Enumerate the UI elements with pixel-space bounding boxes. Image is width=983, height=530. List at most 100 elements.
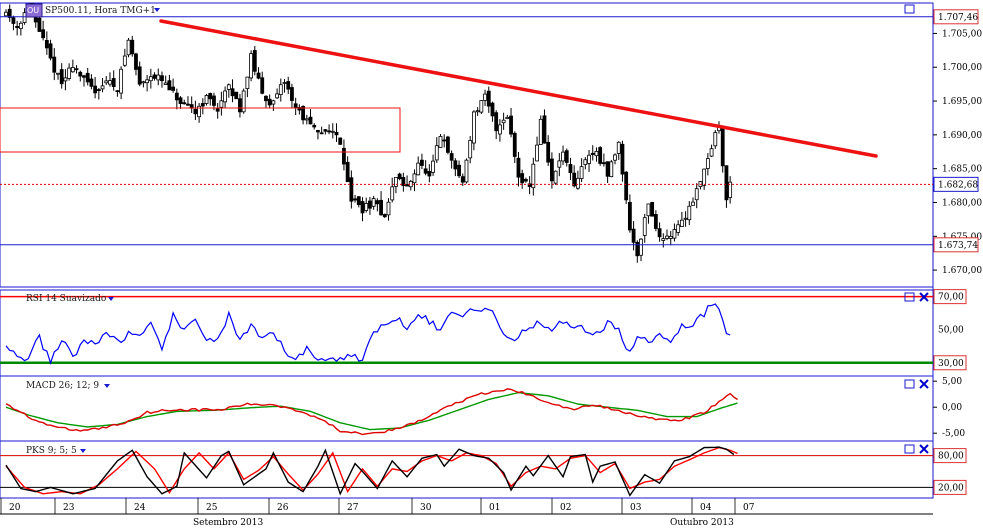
close-icon[interactable] [919, 379, 929, 389]
candle-body [15, 25, 20, 29]
day-label: 07 [743, 503, 755, 513]
macd-line [5, 388, 738, 436]
candle-body [709, 148, 714, 157]
candle-body [264, 95, 268, 102]
candle-body [323, 129, 328, 132]
triangle-down-icon[interactable] [154, 8, 160, 12]
rsi-level-box [933, 355, 967, 371]
candle-body [498, 124, 502, 135]
rsi-tick-label: 30,00 [938, 359, 964, 369]
triangle-down-icon[interactable] [108, 297, 114, 301]
candle-body [639, 238, 643, 256]
candle-body [587, 154, 591, 164]
candle-body [171, 86, 176, 91]
candle-body [494, 112, 499, 132]
macd-title[interactable]: MACD 26; 12; 9 [26, 381, 99, 391]
candles-layer [4, 2, 733, 263]
trendline[interactable] [159, 19, 878, 158]
candle-body [223, 90, 228, 103]
candle-body [501, 119, 506, 124]
candle-body [4, 11, 8, 17]
candle-body [219, 100, 224, 108]
candle-body [661, 238, 666, 241]
candle-body [449, 153, 454, 161]
day-label: 01 [489, 503, 500, 513]
candle-body [397, 173, 402, 180]
candle-body [293, 103, 298, 109]
candle-body [594, 151, 599, 157]
candle-body [427, 171, 432, 177]
rsi-panel: RSI 14 Suavizado 70,00 50,00 30,00 [0, 289, 967, 377]
candle-body [249, 53, 253, 79]
candle-body [672, 229, 677, 239]
candle-body [728, 181, 733, 198]
candle-body [338, 137, 343, 145]
candle-body [85, 72, 90, 83]
rsi-title[interactable]: RSI 14 Suavizado [26, 294, 106, 304]
month-label-october: Outubro 2013 [670, 518, 734, 528]
candle-body [178, 97, 183, 104]
square-icon[interactable] [904, 292, 915, 302]
candle-body [650, 202, 655, 217]
candle-body [104, 80, 109, 84]
candle-body [256, 72, 261, 79]
pks-axis: 80,00 20,00 [933, 448, 967, 495]
square-icon[interactable] [904, 379, 915, 389]
level-label-bottom: 1.673,74 [933, 237, 979, 253]
candle-body [137, 66, 142, 85]
candle-body [394, 177, 398, 187]
triangle-down-icon[interactable] [104, 384, 110, 388]
candle-body [371, 198, 376, 207]
candle-body [319, 132, 324, 135]
macd-panel: MACD 26; 12; 9 5,00 0,00 -5,00 [0, 375, 965, 442]
candle-body [468, 140, 473, 159]
candle-body [531, 163, 536, 189]
candle-body [156, 74, 161, 81]
price-tick-label: 1.690,00 [942, 131, 982, 141]
close-icon[interactable] [919, 292, 929, 302]
rsi-line [5, 303, 731, 365]
price-tick-label: 1.670,00 [942, 266, 982, 276]
candle-body [18, 22, 23, 29]
square-icon[interactable] [904, 444, 915, 454]
candle-body [416, 162, 421, 176]
candle-body [82, 75, 86, 78]
candle-body [59, 69, 64, 85]
candle-body [538, 118, 543, 145]
candle-body [44, 39, 49, 49]
chart-title[interactable]: SP500.11, Hora TMG+1 [45, 6, 156, 16]
candle-body [609, 161, 614, 178]
candle-body [483, 93, 487, 101]
level-label-current: 1.682,68 [933, 176, 979, 192]
level-label-bottom-text: 1.673,74 [938, 241, 978, 251]
square-icon[interactable] [904, 4, 915, 14]
candle-body [438, 136, 443, 148]
candle-body [78, 71, 83, 77]
candle-body [509, 115, 513, 135]
candle-body [375, 200, 380, 205]
candle-body [63, 77, 68, 82]
range-box-1[interactable] [0, 107, 401, 153]
candle-body [308, 116, 313, 125]
candle-body [423, 168, 428, 174]
candle-body [11, 17, 16, 24]
candle-body [668, 235, 673, 239]
candle-body [401, 177, 406, 187]
pks-tick-label: 80,00 [938, 452, 964, 462]
candle-body [148, 76, 153, 82]
candle-body [271, 100, 276, 105]
candle-body [520, 173, 525, 184]
candle-body [453, 160, 458, 170]
candle-body [119, 68, 124, 94]
candle-body [590, 152, 595, 155]
candle-body [56, 72, 60, 75]
candle-body [301, 106, 305, 121]
triangle-down-icon[interactable] [80, 449, 86, 453]
candle-body [41, 29, 46, 39]
candle-body [553, 170, 558, 184]
pks-title[interactable]: PKS 9; 5; 5 [26, 446, 77, 456]
level-label-top-text: 1.707,46 [938, 13, 978, 23]
price-panel: OU SP500.11, Hora TMG+1 1.705,00 1.700,00… [0, 2, 982, 498]
candle-body [204, 95, 209, 104]
close-icon[interactable] [919, 444, 929, 454]
